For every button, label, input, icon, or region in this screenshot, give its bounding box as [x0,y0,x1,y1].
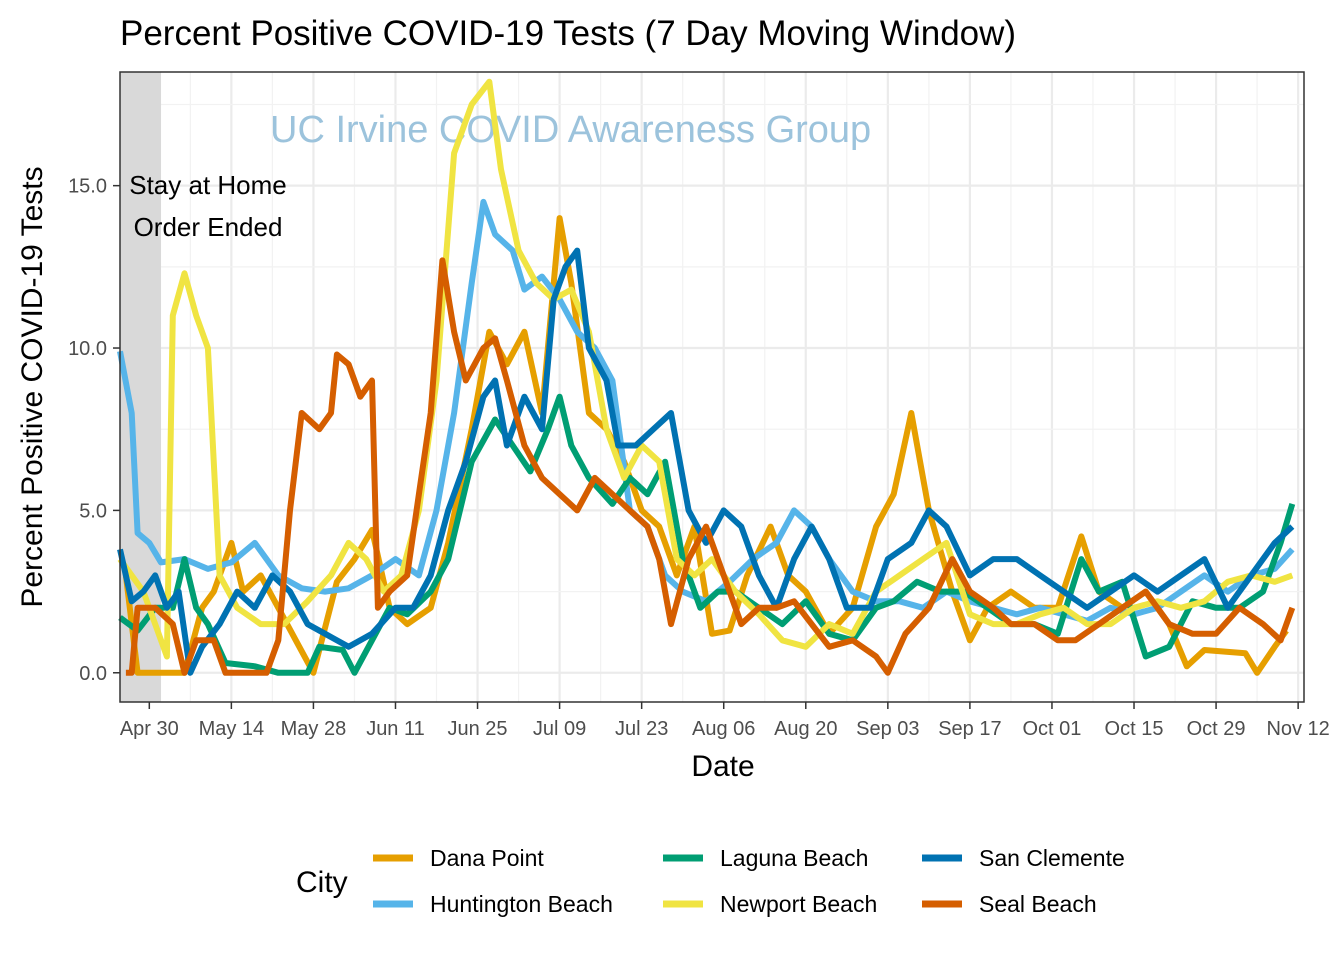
x-tick-label-2: May 28 [281,718,347,740]
y-axis-title: Percent Positive COVID-19 Tests [16,166,49,607]
plot-panel: UC Irvine COVID Awareness Group Stay at … [117,71,1305,703]
x-axis-title: Date [691,750,754,783]
annotation-line-1: Stay at Home [129,170,287,200]
annotation-line-2: Order Ended [134,212,283,242]
legend-title: City [296,866,348,899]
x-tick-label-9: Sep 03 [856,718,919,740]
x-tick-label-11: Oct 01 [1022,718,1081,740]
legend-label-dana-point: Dana Point [430,845,544,871]
x-tick-label-10: Sep 17 [938,718,1001,740]
series-line-laguna-beach [118,393,1296,676]
x-tick-label-6: Jul 23 [615,718,668,740]
y-tick-label-0: 0.0 [79,663,107,685]
x-tick-label-4: Jun 25 [448,718,508,740]
x-tick-label-8: Aug 20 [774,718,837,740]
x-tick-label-0: Apr 30 [120,718,179,740]
legend: City Dana Point Huntington Beach Laguna Be… [296,845,1125,917]
chart-title: Percent Positive COVID-19 Tests (7 Day M… [120,14,1016,53]
legend-label-san-clemente: San Clemente [979,845,1125,871]
x-tick-label-14: Nov 12 [1266,718,1329,740]
series-line-seal-beach [125,257,1296,676]
y-axis: 0.0 5.0 10.0 15.0 [68,176,120,685]
series-line-san-clemente [117,247,1295,676]
x-tick-label-13: Oct 29 [1187,718,1246,740]
grid-lines [120,72,1304,702]
series-layer [117,78,1296,676]
plot-border [119,71,1305,703]
y-tick-label-1: 5.0 [79,500,107,522]
x-tick-label-12: Oct 15 [1105,718,1164,740]
legend-label-newport-beach: Newport Beach [720,891,877,917]
x-tick-label-7: Aug 06 [692,718,755,740]
legend-label-huntington-beach: Huntington Beach [430,891,613,917]
x-tick-label-3: Jun 11 [366,718,425,740]
y-tick-label-3: 15.0 [68,176,107,198]
legend-label-seal-beach: Seal Beach [979,891,1097,917]
legend-label-laguna-beach: Laguna Beach [720,845,868,871]
watermark: UC Irvine COVID Awareness Group [270,109,871,151]
x-tick-label-1: May 14 [199,718,265,740]
x-axis: Apr 30 May 14 May 28 Jun 11 Jun 25 Jul 09 Jul … [120,702,1330,740]
x-tick-label-5: Jul 09 [533,718,586,740]
series-line-dana-point [122,215,1289,676]
y-tick-label-2: 10.0 [68,338,107,360]
